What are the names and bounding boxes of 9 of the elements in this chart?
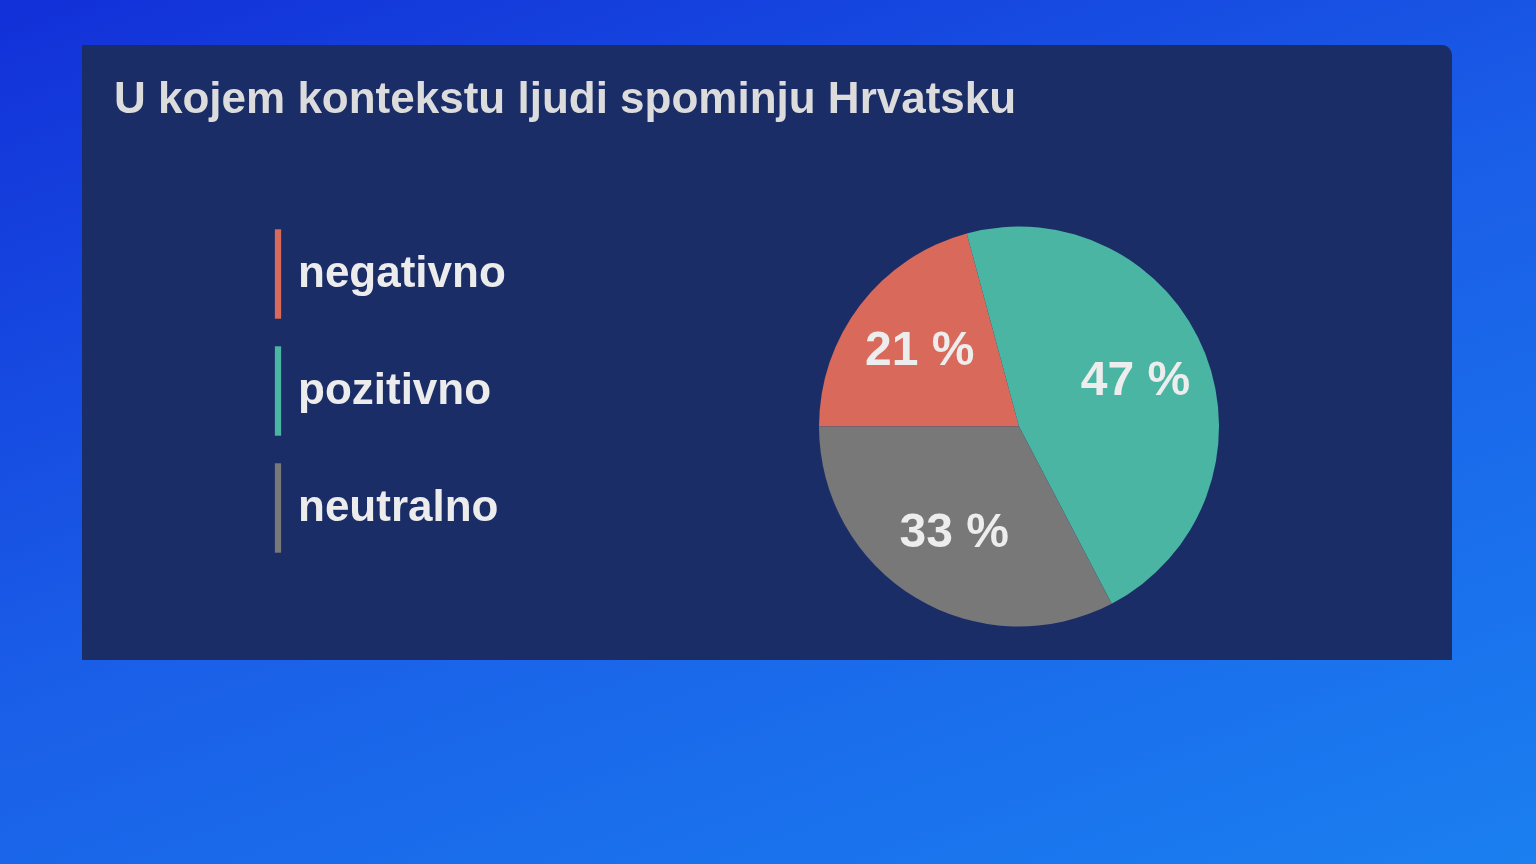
pie-slice [819,426,1112,627]
data-label: 47 % [1080,351,1191,405]
chart-title: U kojem kontekstu ljudi spominju Hrvatsku [114,73,1017,123]
legend-label: negativno [298,247,506,296]
legend-label: pozitivno [298,364,492,413]
legend-label: neutralno [298,481,499,530]
data-label: 21 % [865,321,975,375]
pie-slice [819,233,1019,427]
data-label: 33 % [899,504,1009,558]
